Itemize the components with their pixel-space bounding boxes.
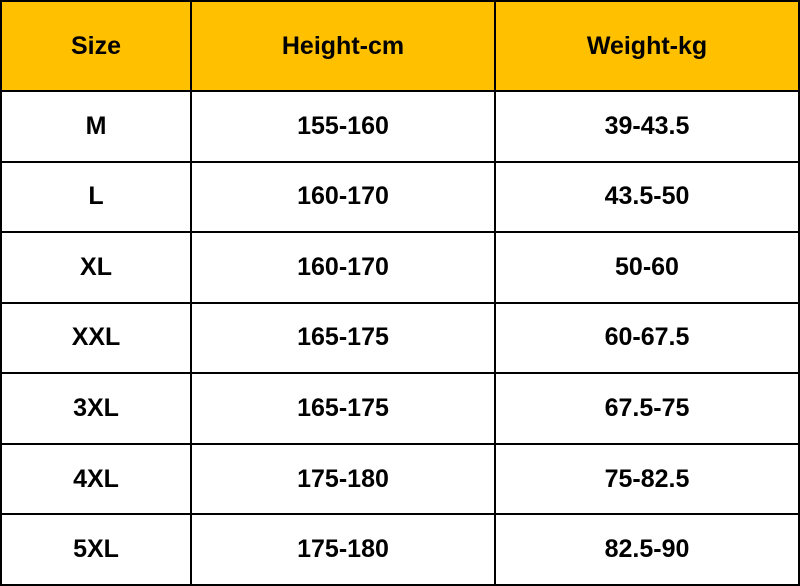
size-cell: 5XL — [0, 513, 192, 586]
weight-cell: 67.5-75 — [494, 372, 800, 445]
header-weight: Weight-kg — [494, 0, 800, 92]
header-height: Height-cm — [190, 0, 496, 92]
height-cell: 175-180 — [190, 513, 496, 586]
height-cell: 160-170 — [190, 231, 496, 304]
size-cell: XXL — [0, 301, 192, 375]
table-row: L 160-170 43.5-50 — [0, 160, 800, 234]
table-row: XL 160-170 50-60 — [0, 231, 800, 304]
size-cell: 4XL — [0, 442, 192, 516]
table-row: 3XL 165-175 67.5-75 — [0, 372, 800, 445]
weight-cell: 39-43.5 — [494, 90, 800, 163]
header-row: Size Height-cm Weight-kg — [0, 0, 800, 92]
height-cell: 165-175 — [190, 301, 496, 375]
weight-cell: 75-82.5 — [494, 442, 800, 516]
table-row: M 155-160 39-43.5 — [0, 90, 800, 163]
size-cell: XL — [0, 231, 192, 304]
weight-cell: 60-67.5 — [494, 301, 800, 375]
table-row: XXL 165-175 60-67.5 — [0, 301, 800, 375]
header-size: Size — [0, 0, 192, 92]
table-row: 5XL 175-180 82.5-90 — [0, 513, 800, 586]
height-cell: 165-175 — [190, 372, 496, 445]
height-cell: 160-170 — [190, 160, 496, 234]
height-cell: 155-160 — [190, 90, 496, 163]
weight-cell: 82.5-90 — [494, 513, 800, 586]
weight-cell: 43.5-50 — [494, 160, 800, 234]
weight-cell: 50-60 — [494, 231, 800, 304]
size-cell: 3XL — [0, 372, 192, 445]
size-cell: M — [0, 90, 192, 163]
table-row: 4XL 175-180 75-82.5 — [0, 442, 800, 516]
size-cell: L — [0, 160, 192, 234]
height-cell: 175-180 — [190, 442, 496, 516]
